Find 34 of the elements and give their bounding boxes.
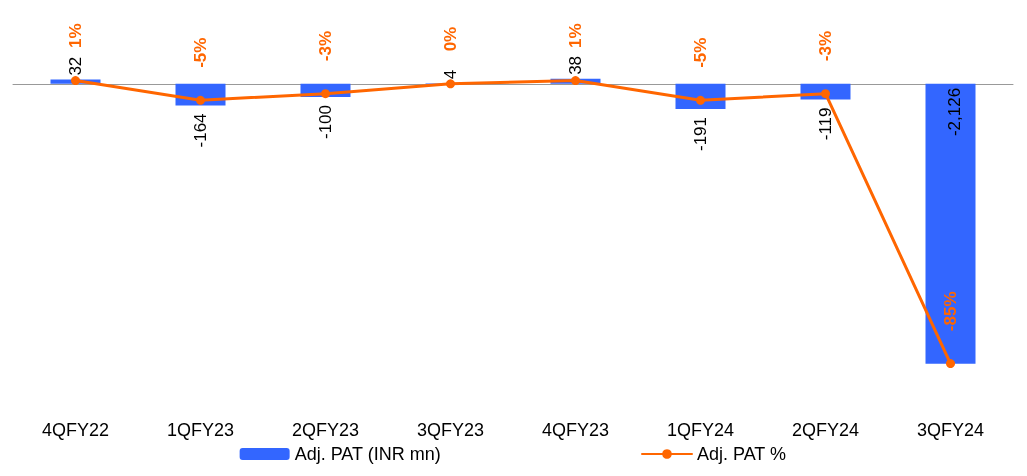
data-label: -5%	[691, 37, 710, 68]
x-tick-label: 1QFY23	[166, 420, 235, 440]
data-label: -164	[191, 113, 210, 148]
data-label: -100	[316, 105, 335, 140]
data-label: 0%	[441, 26, 460, 52]
data-label: -2,126	[945, 87, 964, 137]
data-label: 4	[441, 69, 460, 80]
legend-label: Adj. PAT (INR mn)	[294, 444, 441, 464]
data-label: -5%	[191, 37, 210, 68]
data-label: -3%	[316, 30, 335, 62]
point	[71, 76, 80, 86]
x-tick-label: 2QFY24	[791, 420, 860, 440]
data-label: -3%	[816, 30, 835, 62]
x-tick-label: 4QFY23	[541, 420, 610, 440]
point	[696, 95, 705, 105]
point	[446, 79, 455, 89]
point	[196, 95, 205, 105]
x-tick-label: 3QFY24	[916, 420, 985, 440]
x-tick-label: 2QFY23	[291, 420, 360, 440]
point	[946, 359, 955, 369]
data-label: -85%	[941, 291, 960, 332]
data-label: 38	[566, 55, 585, 75]
data-label: -119	[816, 107, 835, 141]
data-label: 1%	[566, 23, 585, 49]
data-label: 1%	[66, 23, 85, 49]
point	[321, 89, 330, 99]
data-label: 32	[66, 56, 85, 76]
point	[571, 76, 580, 86]
data-label: -191	[691, 116, 710, 152]
x-tick-label: 4QFY22	[41, 420, 110, 440]
point	[821, 89, 830, 99]
legend-label: Adj. PAT %	[696, 444, 787, 464]
x-tick-label: 1QFY24	[666, 420, 735, 440]
x-tick-label: 3QFY23	[416, 420, 485, 440]
